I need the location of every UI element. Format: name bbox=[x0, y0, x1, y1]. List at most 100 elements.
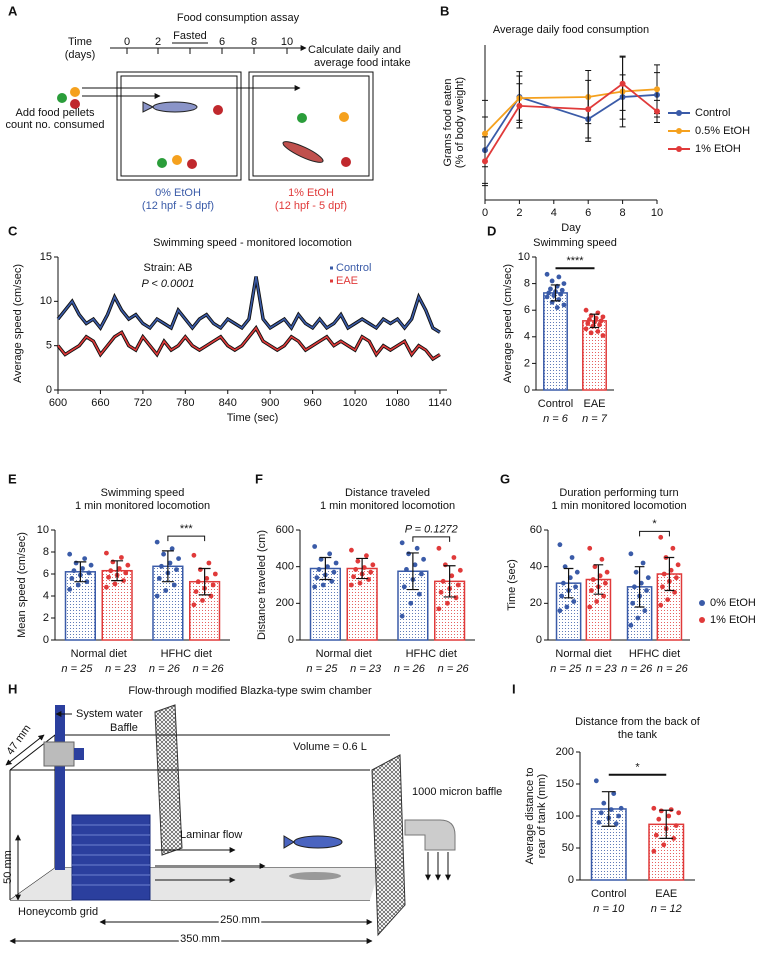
n-label: n = 25 bbox=[306, 663, 338, 675]
n-label: n = 12 bbox=[651, 903, 682, 915]
data-point bbox=[357, 580, 363, 586]
day-label: 10 bbox=[281, 36, 293, 48]
data-point bbox=[628, 551, 634, 557]
data-point bbox=[602, 580, 608, 586]
legend-marker bbox=[676, 146, 682, 152]
x-tick-label: EAE bbox=[655, 888, 677, 900]
significance-bracket bbox=[167, 535, 206, 542]
y-tick-label: 20 bbox=[530, 597, 542, 609]
x-tick-label: 960 bbox=[303, 397, 321, 409]
significance-label: *** bbox=[180, 523, 194, 535]
data-point bbox=[210, 582, 216, 588]
day-label: 8 bbox=[251, 36, 257, 48]
data-point bbox=[599, 556, 605, 562]
data-point bbox=[651, 805, 657, 811]
y-tick-label: 0 bbox=[568, 874, 574, 886]
baffle-label: Baffle bbox=[110, 722, 138, 734]
x-tick-label: 780 bbox=[176, 397, 194, 409]
tank bbox=[248, 71, 374, 181]
data-point bbox=[613, 821, 619, 827]
data-point bbox=[200, 598, 205, 603]
n-label: n = 6 bbox=[543, 413, 569, 425]
data-point bbox=[658, 534, 664, 540]
bar bbox=[346, 567, 378, 641]
data-point bbox=[75, 582, 81, 588]
data-point bbox=[675, 562, 681, 568]
legend-label: 1% EtOH bbox=[695, 143, 741, 155]
pellet bbox=[172, 155, 182, 165]
error-bar bbox=[664, 556, 675, 592]
data-point bbox=[618, 805, 624, 811]
x-tick-label: 660 bbox=[91, 397, 109, 409]
data-point bbox=[668, 807, 674, 812]
data-point bbox=[333, 560, 339, 566]
data-point bbox=[600, 333, 606, 338]
data-point bbox=[125, 562, 131, 568]
marker bbox=[482, 130, 488, 137]
data-point bbox=[658, 808, 664, 814]
calc-label: Calculate daily and bbox=[308, 44, 401, 56]
significance-bracket bbox=[639, 530, 670, 537]
error-bar bbox=[563, 567, 574, 599]
legend-label: 0% EtOH bbox=[710, 597, 756, 609]
day-label: 2 bbox=[155, 36, 161, 48]
error-bar bbox=[356, 557, 369, 580]
fish bbox=[293, 835, 343, 849]
data-point bbox=[414, 545, 420, 551]
tank bbox=[116, 71, 242, 181]
data-point bbox=[587, 545, 593, 551]
y-axis-label: Average speed (cm/sec) bbox=[12, 264, 24, 383]
data-point bbox=[593, 778, 599, 784]
data-point bbox=[412, 562, 418, 568]
data-point bbox=[316, 567, 322, 572]
y-tick-label: 6 bbox=[524, 304, 530, 316]
legend-marker bbox=[330, 279, 333, 283]
data-point bbox=[589, 588, 594, 593]
x-tick-label: HFHC diet bbox=[629, 648, 680, 660]
data-point bbox=[451, 555, 457, 560]
marker bbox=[654, 86, 660, 93]
marker bbox=[482, 158, 488, 165]
legend-marker bbox=[330, 266, 333, 270]
y-tick-label: 0 bbox=[288, 634, 294, 646]
series-line bbox=[57, 276, 441, 334]
bar bbox=[582, 320, 607, 391]
pellet bbox=[70, 99, 80, 109]
data-point bbox=[161, 551, 166, 557]
time-label: (days) bbox=[65, 49, 96, 61]
y-tick-label: 60 bbox=[530, 524, 542, 536]
data-point bbox=[671, 836, 677, 841]
data-point bbox=[658, 602, 664, 608]
chart-title: Swimming speed bbox=[533, 237, 617, 249]
data-point bbox=[455, 582, 461, 588]
error-bar bbox=[319, 556, 332, 581]
data-point bbox=[673, 823, 679, 828]
legend-label: 0.5% EtOH bbox=[695, 125, 750, 137]
data-point bbox=[601, 593, 607, 599]
data-point bbox=[557, 542, 563, 548]
valve-outlet bbox=[74, 748, 84, 760]
inner-length-label: 250 mm bbox=[220, 914, 260, 926]
group-label: 0% EtOH bbox=[155, 187, 201, 199]
fish-tail bbox=[283, 835, 295, 849]
data-point bbox=[554, 305, 560, 310]
data-point bbox=[561, 281, 567, 286]
x-tick-label: 600 bbox=[49, 397, 67, 409]
data-point bbox=[121, 578, 126, 583]
data-point bbox=[325, 564, 330, 570]
series-outline bbox=[56, 276, 441, 334]
chart-title: Average daily food consumption bbox=[493, 24, 649, 36]
error-bar bbox=[198, 567, 211, 596]
data-point bbox=[608, 807, 614, 812]
baffle bbox=[154, 704, 183, 856]
data-point bbox=[587, 604, 593, 610]
data-point bbox=[408, 600, 414, 606]
y-tick-label: 200 bbox=[556, 746, 574, 758]
data-point bbox=[88, 562, 94, 568]
data-point bbox=[361, 565, 367, 570]
data-point bbox=[596, 820, 602, 825]
x-tick-label: Control bbox=[591, 888, 626, 900]
x-axis-label: Day bbox=[561, 222, 581, 234]
panel-h: H Flow-through modified Blazka-type swim… bbox=[2, 681, 502, 946]
data-point bbox=[544, 294, 550, 300]
